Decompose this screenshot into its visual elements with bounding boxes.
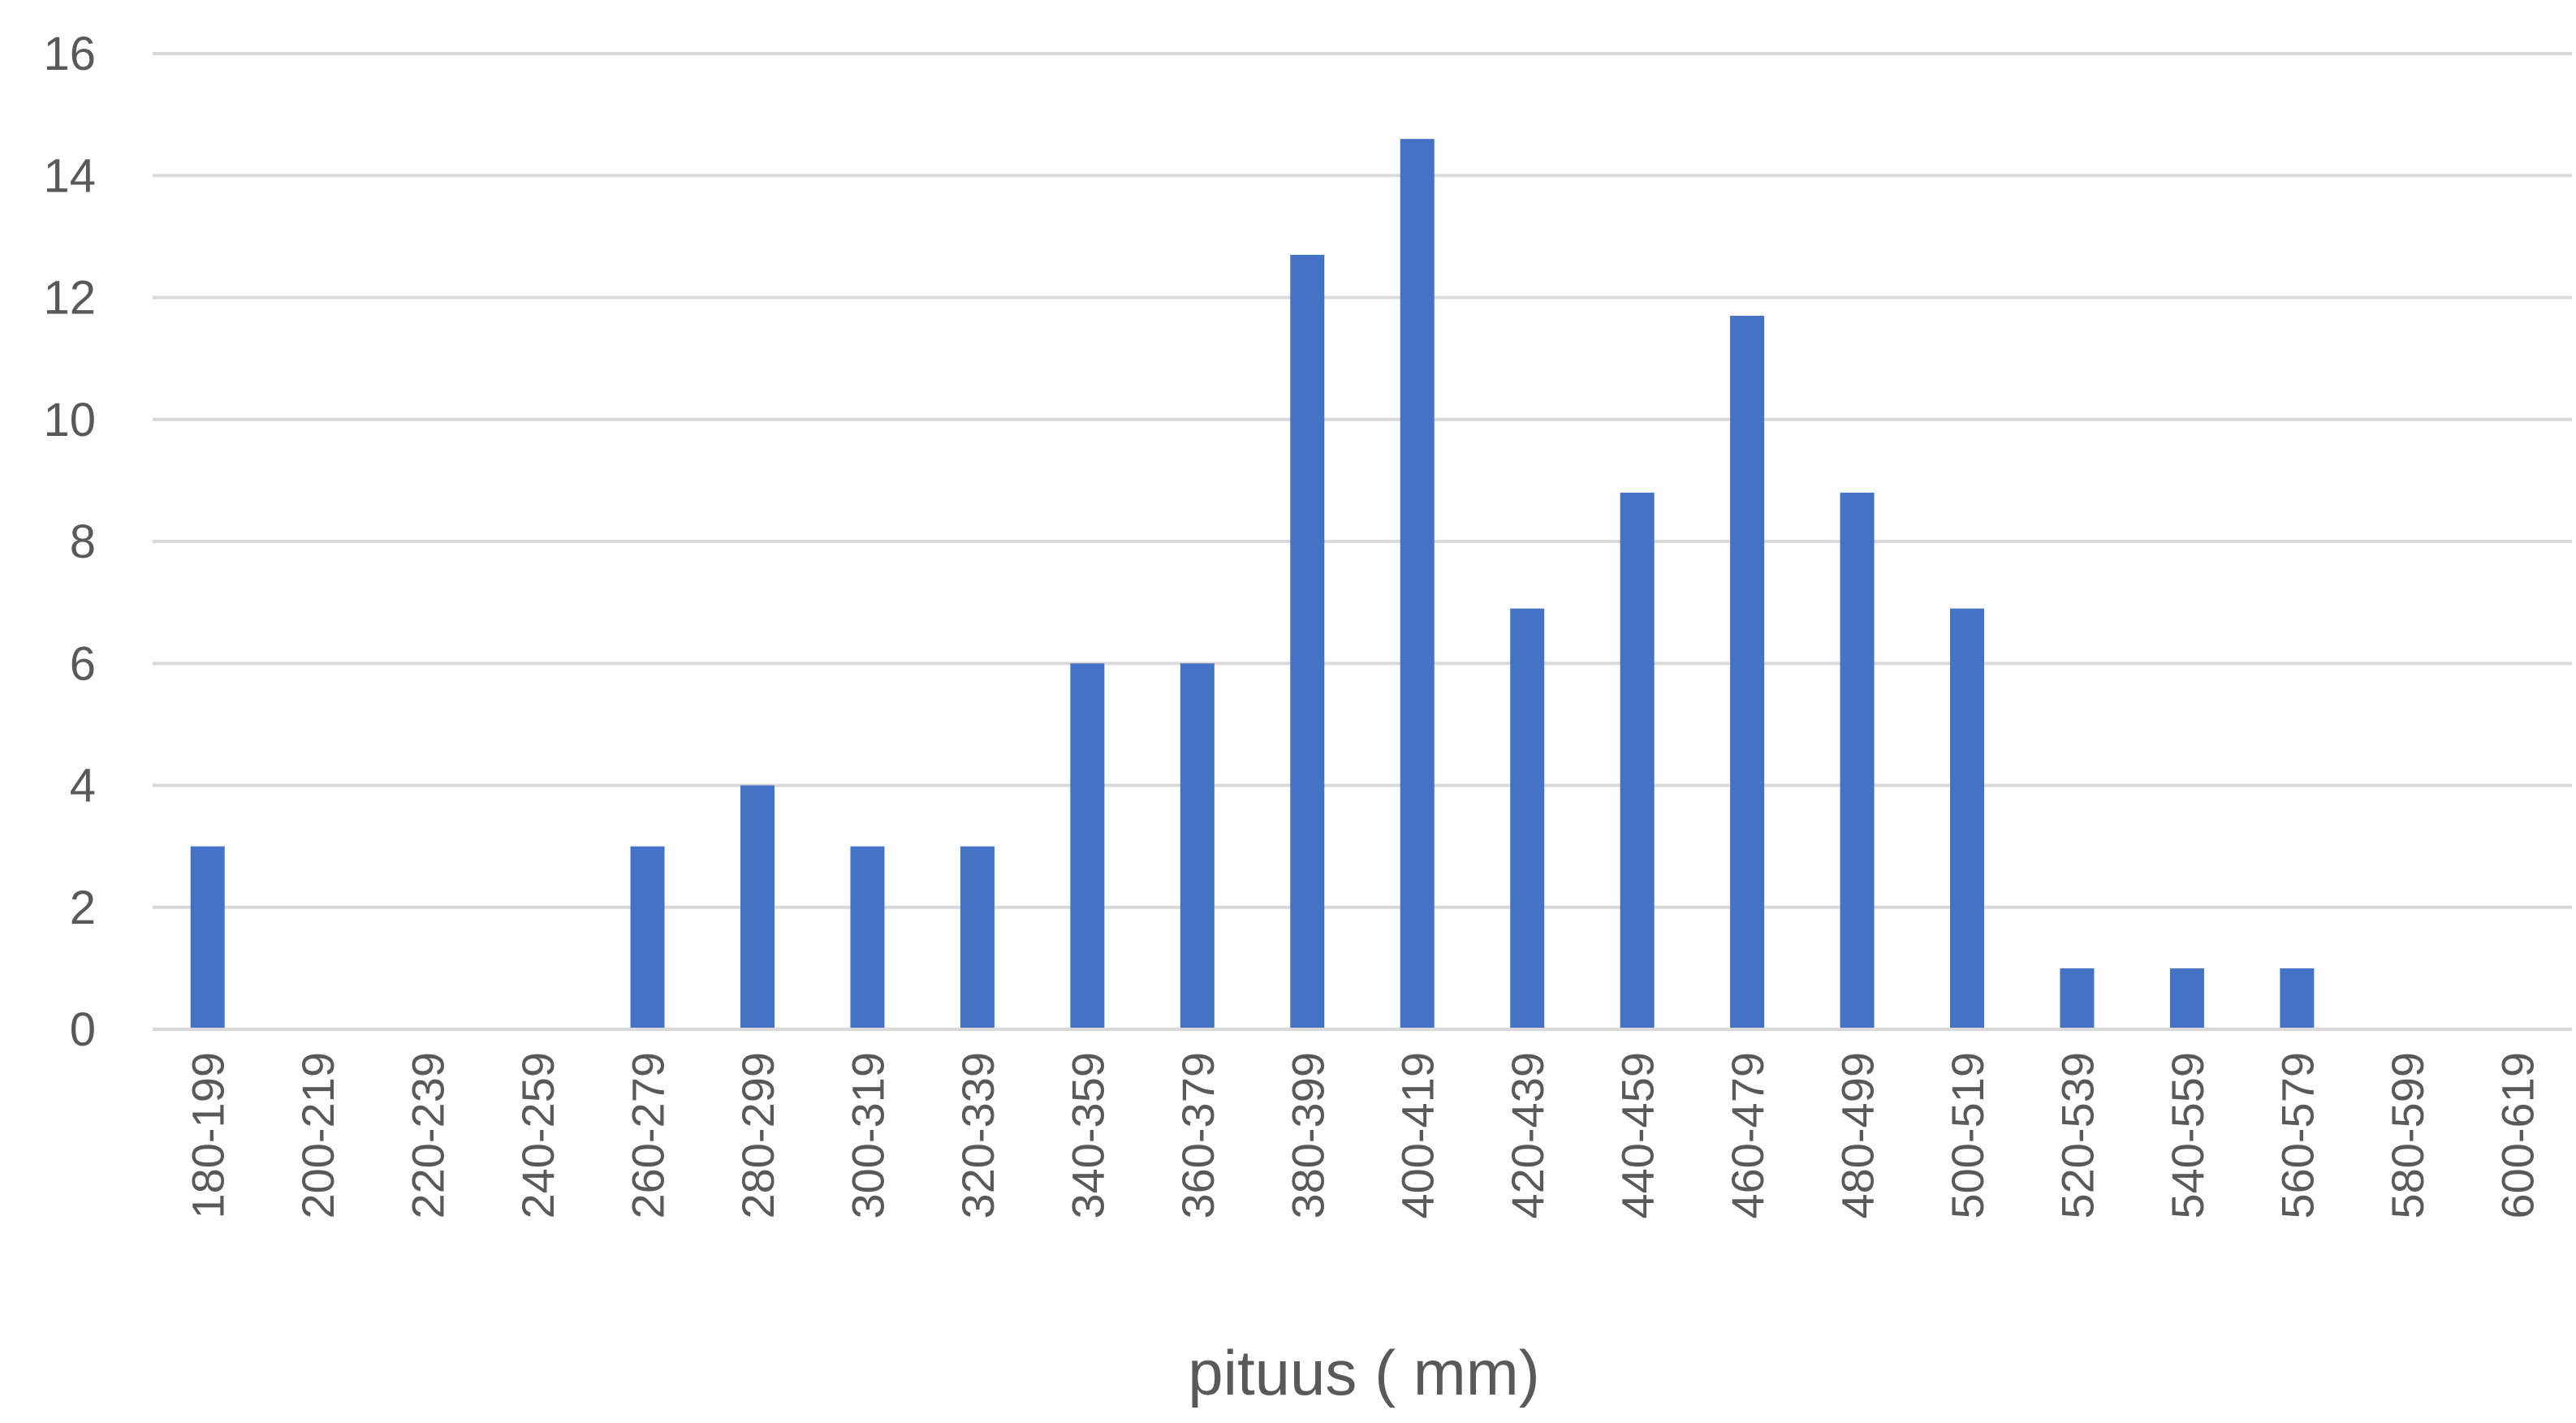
x-tick-label: 220-239: [403, 1052, 454, 1219]
x-tick-label: 180-199: [183, 1052, 234, 1219]
bar-520-539: [2060, 968, 2095, 1029]
x-tick-label: 520-539: [2052, 1052, 2103, 1219]
y-tick-label: 10: [43, 394, 96, 446]
x-tick-label: 260-279: [623, 1052, 674, 1219]
x-tick-label: 460-479: [1722, 1052, 1773, 1219]
x-tick-label: 540-559: [2162, 1052, 2213, 1219]
x-tick-label: 200-219: [292, 1052, 343, 1219]
y-tick-label: 4: [70, 760, 96, 813]
y-axis-ticks: 0 2 4 6 8 10 12 14 16: [43, 28, 96, 1056]
bar-260-279: [630, 846, 665, 1029]
bar-360-379: [1180, 663, 1215, 1029]
x-tick-label: 580-599: [2382, 1052, 2433, 1219]
y-tick-label: 14: [43, 149, 96, 202]
bar-560-579: [2280, 968, 2315, 1029]
gridlines: [153, 52, 2572, 909]
bar-500-519: [1950, 608, 1984, 1029]
bar-460-479: [1730, 316, 1765, 1030]
x-tick-label: 420-439: [1502, 1052, 1553, 1219]
x-tick-label: 360-379: [1172, 1052, 1223, 1219]
bar-540-559: [2169, 968, 2204, 1029]
y-tick-label: 2: [70, 882, 96, 934]
bar-400-419: [1400, 139, 1435, 1029]
x-tick-label: 240-259: [512, 1052, 563, 1219]
x-tick-label: 560-579: [2272, 1052, 2323, 1219]
x-tick-label: 340-359: [1062, 1052, 1113, 1219]
bar-340-359: [1070, 663, 1105, 1029]
x-axis-ticks: 180-199 200-219 220-239 240-259 260-279 280-2…: [183, 1052, 2544, 1219]
bar-420-439: [1510, 608, 1545, 1029]
bar-300-319: [850, 846, 885, 1029]
x-tick-label: 480-499: [1832, 1052, 1883, 1219]
x-tick-label: 280-299: [732, 1052, 783, 1219]
y-tick-label: 8: [70, 515, 96, 568]
y-tick-label: 12: [43, 272, 96, 325]
bar-480-499: [1840, 492, 1875, 1029]
x-tick-label: 440-459: [1612, 1052, 1663, 1219]
x-tick-label: 380-399: [1282, 1052, 1333, 1219]
x-tick-label: 300-319: [842, 1052, 893, 1219]
x-tick-label: 320-339: [952, 1052, 1003, 1219]
bar-440-459: [1620, 492, 1655, 1029]
y-tick-label: 6: [70, 637, 96, 690]
x-tick-label: 500-519: [1942, 1052, 1993, 1219]
bar-320-339: [960, 846, 995, 1029]
x-tick-label: 600-619: [2492, 1052, 2543, 1219]
y-tick-label: 16: [43, 28, 96, 80]
bar-280-299: [740, 785, 775, 1029]
x-tick-label: 400-419: [1392, 1052, 1443, 1219]
bars: [190, 139, 2315, 1030]
bar-380-399: [1290, 254, 1325, 1030]
bar-180-199: [190, 846, 225, 1029]
x-axis-title: pituus ( mm): [1188, 1337, 1539, 1408]
y-tick-label: 0: [70, 1003, 96, 1056]
